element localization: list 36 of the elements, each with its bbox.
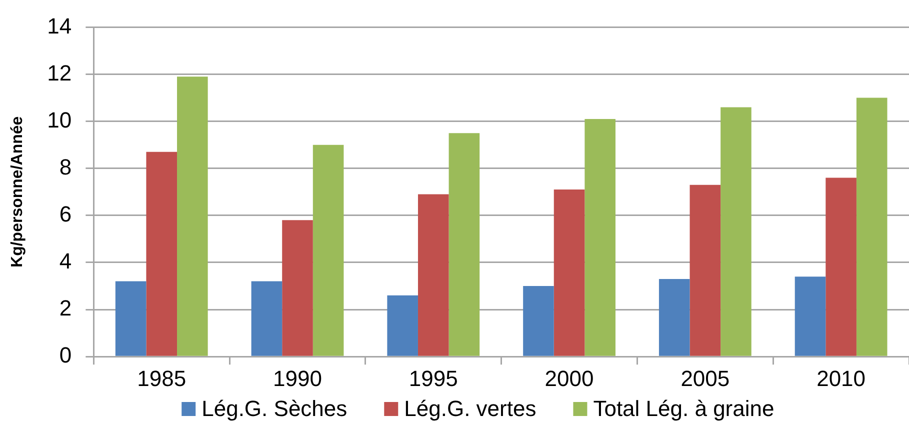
bar [826,178,856,356]
bar [387,295,418,356]
legend-label: Lég.G. vertes [404,396,536,422]
bar [523,286,554,356]
y-tick-label: 2 [59,296,72,321]
x-tick-label: 2010 [816,366,866,391]
x-tick-label: 2005 [680,366,730,391]
y-tick-label: 6 [59,201,72,226]
y-tick-label: 0 [59,342,72,368]
x-tick-label: 1985 [137,366,186,391]
bar [146,152,178,356]
x-tick-label: 2000 [544,366,594,391]
y-axis-title: Kg/personne/Année [9,116,26,268]
y-tick-label: 4 [59,248,72,274]
bar [418,194,449,356]
bar [658,278,690,356]
y-tick-label: 10 [47,107,72,132]
y-tick-label: 12 [47,60,72,86]
bar [690,184,721,356]
legend-label: Total Lég. à graine [593,396,774,422]
bar [282,220,313,356]
y-tick-label: 8 [59,154,72,180]
bar [720,107,752,356]
bar [312,144,344,356]
y-tick-label: 14 [47,13,72,38]
bar [115,281,146,356]
x-tick-label: 1990 [273,366,322,391]
x-tick-label: 1995 [408,366,458,391]
bar [448,133,480,356]
legend-label: Lég.G. Sèches [202,396,348,422]
bar [584,118,616,356]
bar [794,276,826,356]
bar [177,76,208,356]
bar [554,190,585,356]
bar [251,281,282,356]
bar [856,98,888,356]
